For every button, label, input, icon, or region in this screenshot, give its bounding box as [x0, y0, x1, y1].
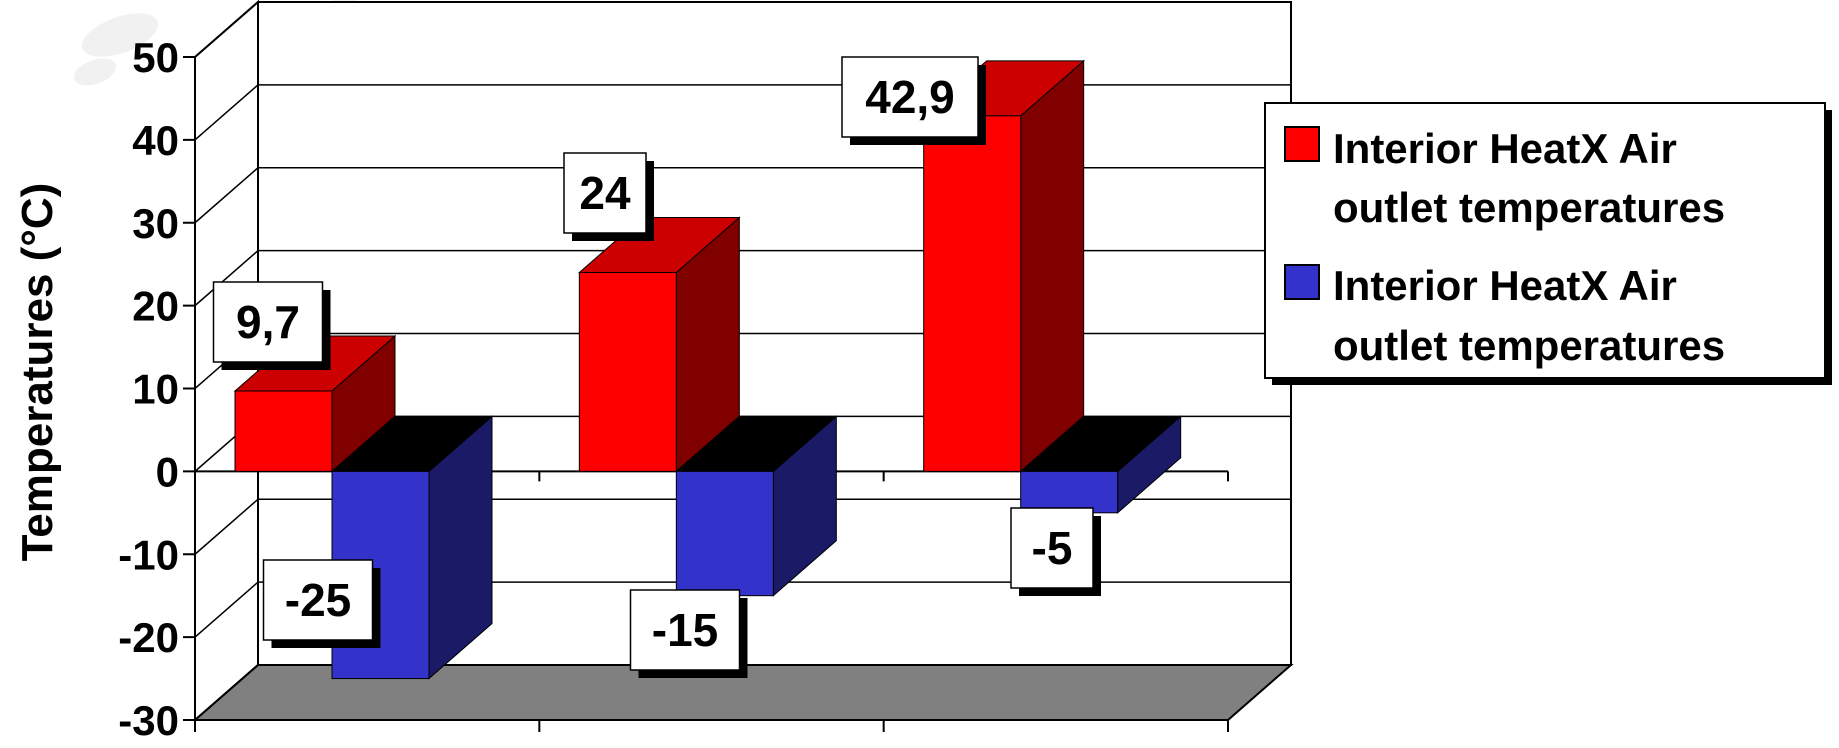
y-tick-label: 30 — [132, 200, 179, 247]
y-tick-label: -30 — [118, 697, 179, 743]
data-label: 42,9 — [865, 71, 955, 123]
data-label: -25 — [285, 574, 351, 626]
bar — [923, 115, 1022, 472]
legend-box — [1264, 102, 1826, 379]
bar — [234, 390, 333, 472]
legend-item-2-line1: Interior HeatX Air — [1333, 262, 1677, 309]
y-tick-label: 0 — [156, 448, 179, 495]
y-tick-label: 10 — [132, 366, 179, 413]
data-label: 24 — [579, 167, 631, 219]
gridline — [194, 1, 1291, 58]
bar-side — [1020, 59, 1085, 473]
data-label-box — [1010, 507, 1094, 589]
y-tick-label: -10 — [118, 531, 179, 578]
data-label: 9,7 — [236, 296, 300, 348]
legend-item-1-line2: outlet temperatures — [1333, 184, 1725, 231]
bar — [675, 470, 774, 597]
data-label-box — [841, 56, 979, 138]
y-tick-label: 40 — [132, 117, 179, 164]
data-label: -5 — [1032, 522, 1073, 574]
data-label-box — [262, 559, 374, 641]
gridline — [194, 581, 1291, 638]
data-label-box — [212, 281, 324, 363]
y-tick-label: -20 — [118, 614, 179, 661]
gridline — [194, 498, 1291, 555]
legend-swatch-red — [1284, 126, 1320, 162]
legend-item-1-line1: Interior HeatX Air — [1333, 125, 1677, 172]
y-axis-label: Temperatures (°C) — [13, 183, 62, 562]
y-tick-label: 20 — [132, 283, 179, 330]
bar — [1020, 470, 1119, 514]
data-labels: 9,7 -25 24 -15 42,9 -5 — [212, 56, 1101, 678]
legend-swatch-blue — [1284, 264, 1320, 300]
bar — [578, 271, 677, 472]
data-label-box — [629, 589, 741, 671]
data-label-box — [563, 152, 647, 234]
y-tick-label: 50 — [132, 34, 179, 81]
legend-item-2-line2: outlet temperatures — [1333, 322, 1725, 369]
legend: Interior HeatX Air outlet temperatures I… — [1264, 102, 1832, 385]
data-label: -15 — [652, 604, 718, 656]
